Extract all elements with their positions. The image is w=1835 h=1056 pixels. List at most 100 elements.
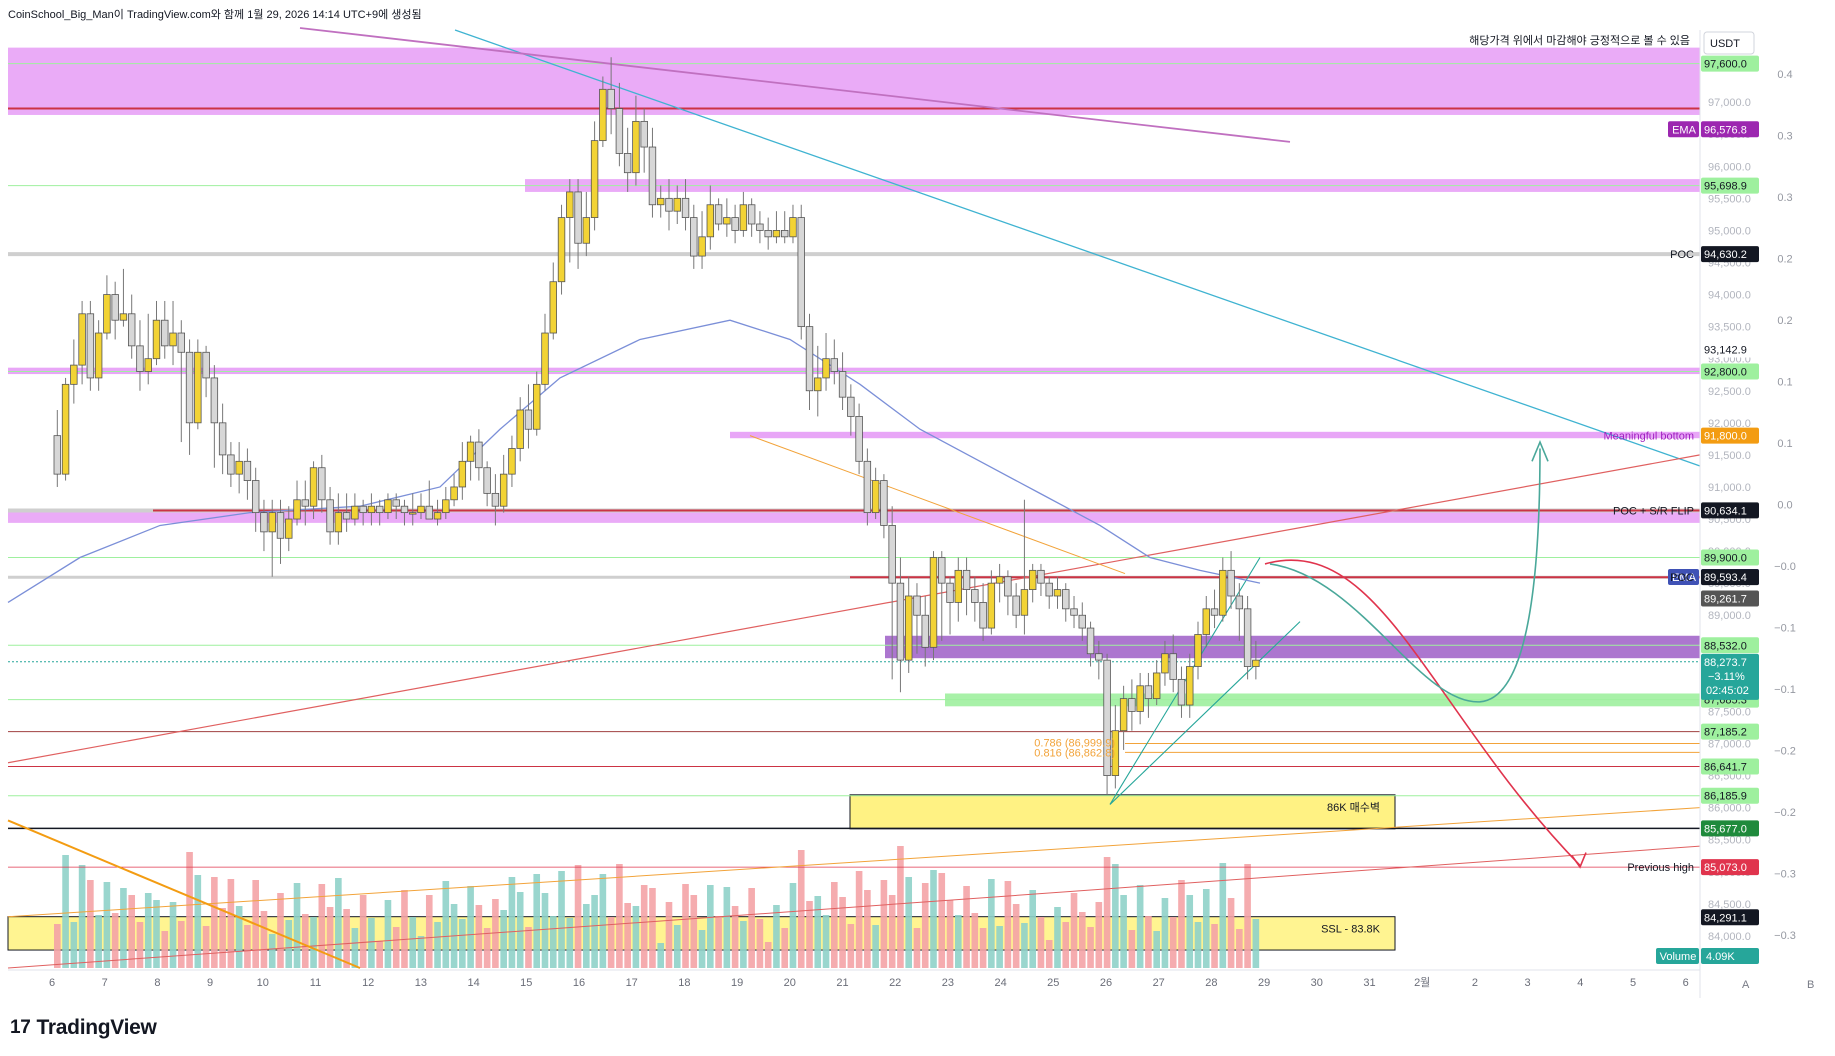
volume-bar [781, 928, 789, 968]
candle-down [218, 422, 227, 456]
candle-down [425, 505, 433, 520]
volume-bar [549, 916, 557, 968]
volume-bar [897, 846, 904, 968]
volume-bar [434, 922, 441, 968]
volume-bar [740, 921, 747, 968]
volume-bar [806, 901, 813, 968]
volume-bar [731, 906, 739, 968]
candle-down [251, 480, 260, 514]
candle-down [177, 332, 186, 353]
x-tick-label: 4 [1577, 977, 1583, 989]
right-scale-label: −0.3 [1774, 930, 1796, 942]
x-tick-label: 23 [942, 977, 954, 989]
price-label-box [1701, 363, 1759, 380]
volume-bar [855, 871, 863, 968]
candle-down [781, 230, 789, 238]
y-tick-label: 87,000.0 [1708, 739, 1751, 751]
candle-down [1004, 576, 1012, 597]
candle-up [566, 191, 574, 218]
volume-bar [351, 928, 359, 968]
volume-bar [905, 877, 913, 968]
candle-up [152, 319, 161, 360]
candle-up [508, 448, 516, 475]
volume-bar [111, 913, 119, 968]
price-label-text: 95,698.9 [1704, 181, 1747, 193]
candle-up [723, 217, 731, 225]
price-label-box [1701, 909, 1759, 926]
candle-down [714, 204, 723, 225]
volume-bar [401, 890, 408, 968]
current-price-box [1701, 653, 1759, 700]
volume-bar [1112, 864, 1119, 968]
price-label-text: 94,630.2 [1704, 249, 1747, 261]
candle-down [615, 108, 624, 154]
x-tick-label: 29 [1258, 977, 1270, 989]
price-label-box [1701, 121, 1759, 138]
volume-bar [285, 920, 293, 968]
candle-up [442, 499, 450, 514]
volume-bar [963, 886, 970, 968]
x-tick-label: 2월 [1414, 976, 1430, 989]
candle-down [838, 371, 847, 398]
volume-bar [1169, 917, 1177, 968]
right-scale-label: 0.1 [1777, 438, 1792, 450]
candle-up [599, 88, 607, 142]
price-label-box [1701, 427, 1759, 444]
x-tick-label: 25 [1047, 977, 1059, 989]
y-tick-label: 93,500.0 [1708, 322, 1751, 334]
candle-up [772, 230, 781, 238]
tradingview-logo[interactable]: 17 TradingView [10, 1016, 157, 1040]
candle-down [111, 294, 119, 321]
price-label-text: 88,532.0 [1704, 640, 1747, 652]
volume-bar [211, 877, 218, 968]
right-scale-label: 0.2 [1777, 254, 1792, 266]
candle-down [1045, 582, 1053, 597]
x-tick-label: 14 [467, 977, 479, 989]
volume-bar [425, 895, 433, 968]
ema-tag: EMA [1672, 124, 1697, 136]
candle-down [359, 505, 367, 514]
volume-bar [235, 906, 243, 968]
volume-bar [95, 915, 102, 968]
candle-up [78, 313, 86, 366]
volume-layer [54, 846, 1260, 968]
red-arrowhead [1571, 852, 1587, 869]
candle-down [640, 120, 648, 148]
volume-bar [392, 927, 400, 968]
candle-down [1210, 608, 1219, 616]
candle-up [70, 364, 78, 385]
y-tick-label: 92,000.0 [1708, 418, 1751, 430]
candle-up [1028, 569, 1037, 590]
candle-up [698, 236, 706, 257]
price-label-box [1701, 55, 1759, 72]
volume-bar [177, 921, 185, 968]
volume-bar [1095, 902, 1103, 968]
volume-bar [797, 850, 805, 968]
volume-bar [1021, 923, 1028, 968]
price-labels-layer: 97,600.0 96,576.8 EMA 95,698.9 94,630.2 POC 93… [1604, 55, 1759, 964]
candle-down [574, 191, 582, 244]
candle-up [632, 120, 640, 174]
y-tick-label: 92,500.0 [1708, 386, 1751, 398]
candle-up [929, 557, 938, 648]
lower-orange-line [7, 807, 1701, 918]
volume-bar [120, 888, 127, 968]
candle-up [789, 217, 797, 238]
volume-bar [607, 917, 615, 968]
top-note: 해당가격 위에서 마감해야 긍정적으로 볼 수 있음 [1469, 33, 1690, 47]
candle-up [309, 467, 318, 507]
y-tick-label: 96,000.0 [1708, 161, 1751, 173]
price-label-box [1701, 502, 1759, 519]
candle-up [334, 512, 343, 533]
volume-bar [888, 895, 896, 968]
volume-bar [54, 924, 61, 968]
candle-up [384, 499, 392, 514]
x-tick-label: 19 [731, 977, 743, 989]
volume-bar [1145, 916, 1152, 968]
volume-bar [202, 926, 210, 968]
buy-wall-label: 86K 매수벽 [1327, 801, 1380, 814]
volume-bar [516, 892, 524, 968]
candle-up [1194, 634, 1202, 667]
volume-bar [880, 880, 888, 968]
